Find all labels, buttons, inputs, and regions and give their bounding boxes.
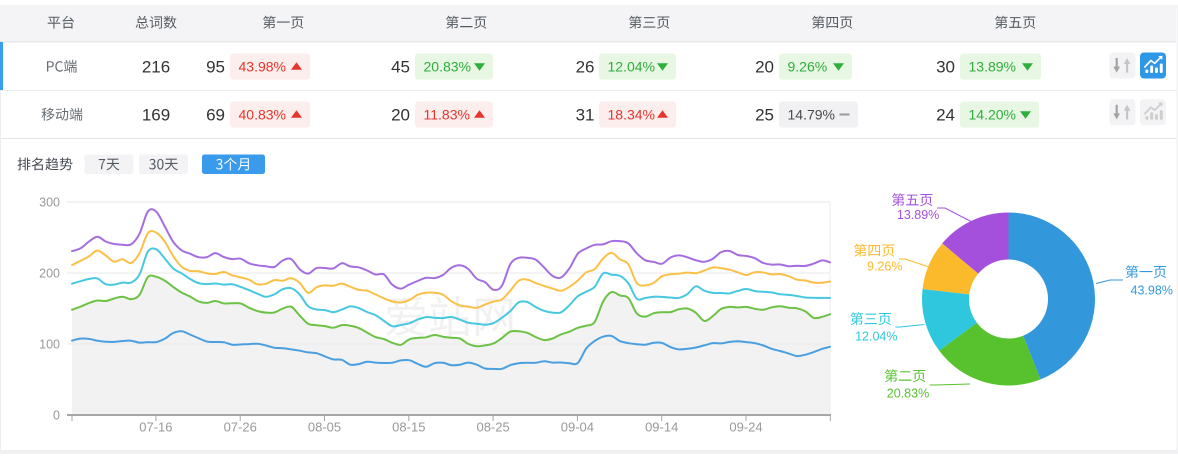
- svg-text:24: 24: [936, 106, 955, 125]
- svg-text:0: 0: [53, 408, 60, 422]
- svg-text:40.83%: 40.83%: [239, 107, 286, 123]
- svg-text:20: 20: [391, 106, 410, 125]
- svg-text:07-16: 07-16: [139, 420, 172, 435]
- svg-text:31: 31: [576, 106, 595, 125]
- svg-text:12.04%: 12.04%: [608, 59, 655, 75]
- svg-text:20.83%: 20.83%: [887, 387, 929, 401]
- svg-text:300: 300: [39, 195, 60, 209]
- svg-text:14.20%: 14.20%: [969, 107, 1016, 123]
- svg-text:43.98%: 43.98%: [239, 59, 286, 75]
- svg-text:09-24: 09-24: [729, 420, 762, 435]
- svg-text:09-14: 09-14: [645, 420, 678, 435]
- svg-text:26: 26: [576, 58, 595, 77]
- svg-text:200: 200: [39, 266, 60, 280]
- svg-text:169: 169: [142, 106, 170, 125]
- svg-text:45: 45: [391, 58, 410, 77]
- svg-text:25: 25: [755, 106, 774, 125]
- svg-text:9.26%: 9.26%: [867, 260, 902, 274]
- svg-text:216: 216: [142, 58, 170, 77]
- svg-text:12.04%: 12.04%: [855, 330, 897, 344]
- svg-text:13.89%: 13.89%: [897, 208, 939, 222]
- svg-text:20: 20: [755, 58, 774, 77]
- svg-text:43.98%: 43.98%: [1131, 284, 1173, 298]
- svg-text:9.26%: 9.26%: [788, 59, 828, 75]
- svg-text:95: 95: [206, 58, 225, 77]
- svg-text:09-04: 09-04: [561, 420, 594, 435]
- svg-text:08-05: 08-05: [308, 420, 341, 435]
- svg-text:69: 69: [206, 106, 225, 125]
- svg-text:07-26: 07-26: [224, 420, 257, 435]
- svg-text:14.79%: 14.79%: [788, 107, 835, 123]
- svg-text:18.34%: 18.34%: [608, 107, 655, 123]
- svg-text:30: 30: [936, 58, 955, 77]
- svg-text:08-15: 08-15: [392, 420, 425, 435]
- svg-text:20.83%: 20.83%: [424, 59, 471, 75]
- svg-text:100: 100: [39, 337, 60, 351]
- svg-text:08-25: 08-25: [476, 420, 509, 435]
- svg-text:13.89%: 13.89%: [969, 59, 1016, 75]
- svg-text:11.83%: 11.83%: [424, 107, 470, 123]
